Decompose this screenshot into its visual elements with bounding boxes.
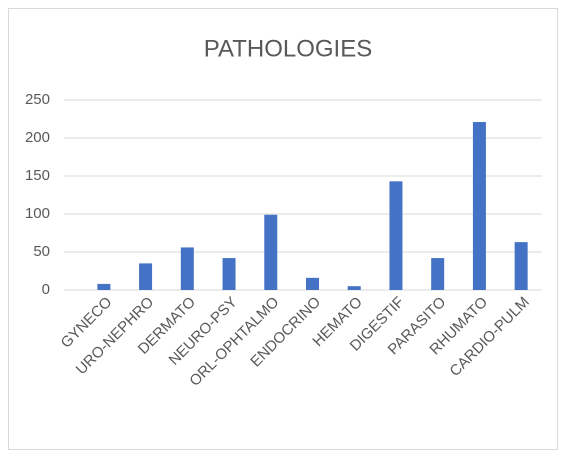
- bar: [222, 258, 236, 290]
- chart-title: PATHOLOGIES: [204, 35, 372, 62]
- y-tick-label: 200: [25, 129, 50, 146]
- bar: [431, 258, 445, 290]
- bar: [139, 263, 153, 290]
- chart-border: [8, 8, 558, 450]
- bar: [472, 122, 486, 290]
- bar: [306, 277, 319, 290]
- y-tick-label: 100: [25, 205, 50, 222]
- y-tick-label: 0: [42, 281, 50, 298]
- y-tick-label: 50: [33, 243, 50, 260]
- y-tick-label: 150: [25, 167, 50, 184]
- bar: [180, 247, 194, 290]
- y-tick-label: 250: [25, 91, 50, 108]
- bar: [347, 286, 361, 290]
- bar: [389, 181, 403, 290]
- bar: [264, 214, 278, 290]
- bar: [514, 242, 528, 290]
- bar: [97, 283, 111, 290]
